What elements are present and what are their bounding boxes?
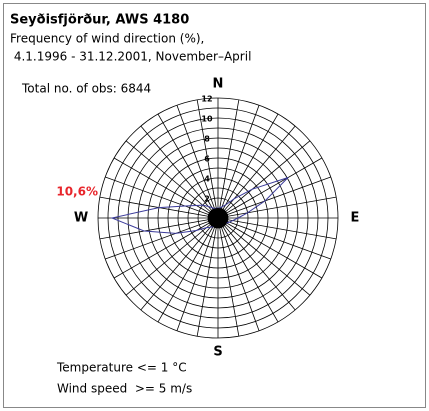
direction-label: W (74, 211, 88, 226)
spoke (217, 196, 337, 219)
spoke (99, 217, 219, 240)
spoke (217, 125, 296, 219)
note: Wind speed >= 5 m/s (57, 382, 192, 396)
spoke (157, 113, 219, 219)
r-tick-label: 10 (201, 115, 213, 124)
spoke (196, 217, 219, 337)
chart-title: Seyðisfjörður, AWS 4180 (10, 13, 189, 28)
spoke (125, 217, 219, 296)
r-tick-label: 4 (204, 175, 210, 184)
spoke (217, 99, 240, 219)
value-label: 10,6% (56, 185, 98, 199)
spoke (157, 217, 219, 323)
spoke (217, 217, 260, 331)
spoke (217, 105, 260, 219)
spoke (217, 217, 279, 323)
r-tick-label: 6 (204, 155, 210, 164)
annotation: Total no. of obs: 6844 (21, 82, 151, 96)
spoke (217, 113, 279, 219)
spoke (217, 217, 296, 311)
spoke (140, 217, 219, 311)
spoke (176, 217, 219, 331)
r-tick-label: 2 (204, 195, 210, 204)
spoke (176, 105, 219, 219)
spoke (217, 217, 331, 260)
spoke (113, 217, 219, 279)
spoke (140, 125, 219, 219)
spoke (217, 176, 331, 219)
spoke (105, 217, 219, 260)
spoke (196, 99, 219, 219)
spoke (217, 140, 311, 219)
direction-label: E (351, 211, 360, 226)
subtitle: Frequency of wind direction (%), (10, 32, 204, 46)
spoke (113, 157, 219, 219)
direction-label: S (213, 345, 222, 360)
direction-label: N (213, 77, 224, 92)
subtitle: 4.1.1996 - 31.12.2001, November–April (10, 50, 251, 64)
spoke (217, 217, 323, 279)
note: Temperature <= 1 °C (56, 361, 187, 375)
spoke (105, 176, 219, 219)
spoke (217, 157, 323, 219)
spoke (217, 217, 311, 296)
center (208, 208, 228, 228)
r-tick-label: 12 (201, 95, 212, 104)
spoke (217, 217, 337, 240)
frame (3, 3, 426, 408)
r-tick-label: 8 (204, 135, 210, 144)
spoke (217, 217, 240, 337)
